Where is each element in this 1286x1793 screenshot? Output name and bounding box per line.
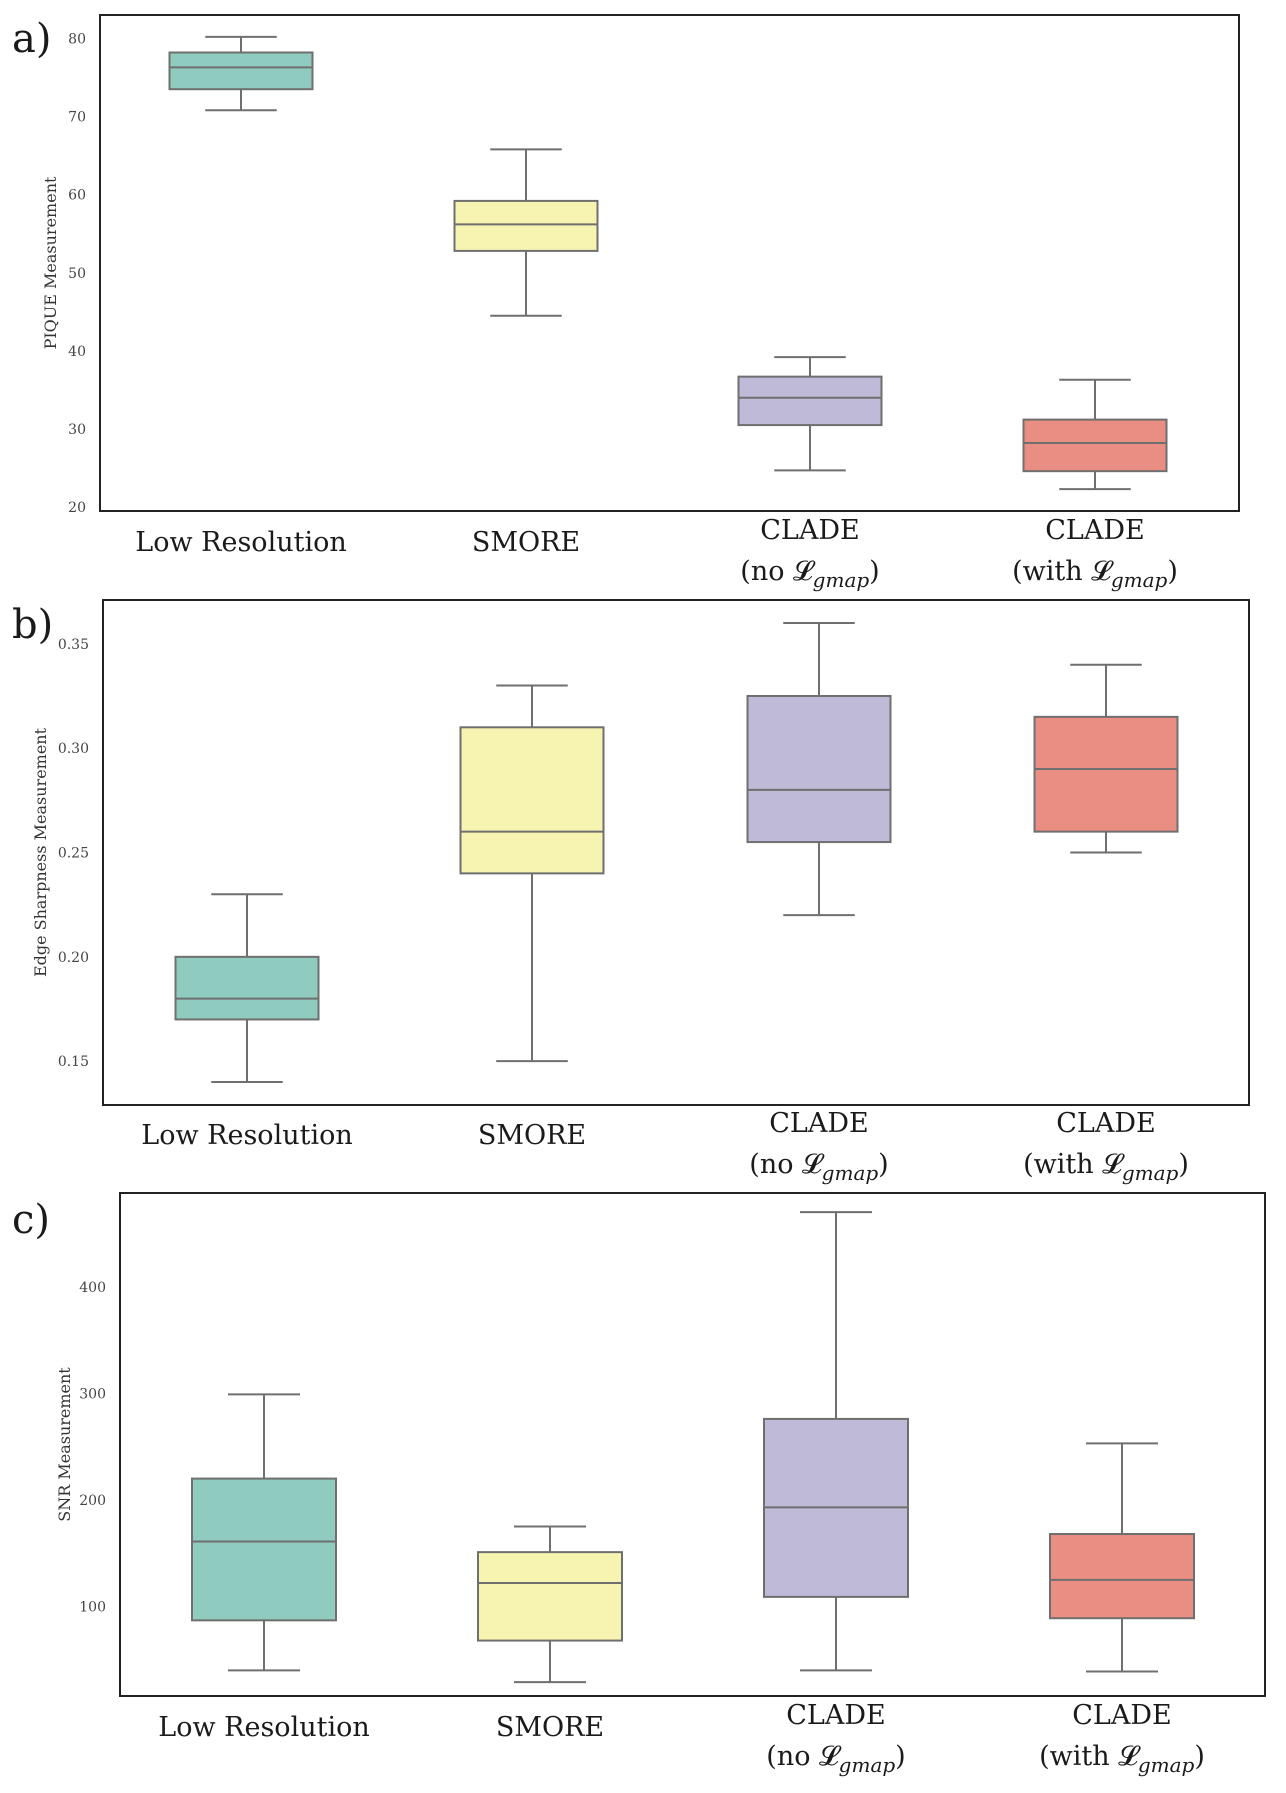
loss-prefix: (with 𝓛 <box>1012 556 1114 587</box>
x-tick-label: CLADE <box>1045 515 1144 546</box>
loss-subscript: gmap <box>822 1161 879 1185</box>
y-tick-label: 40 <box>68 344 86 360</box>
x-tick-label: SMORE <box>478 1120 586 1151</box>
x-tick-label: CLADE <box>1056 1108 1155 1139</box>
y-axis-label: PIQUE Measurement <box>41 176 60 349</box>
x-tick-label: Low Resolution <box>141 1120 352 1151</box>
iqr-box <box>174 955 320 1021</box>
close-paren: ) <box>1178 1149 1189 1180</box>
loss-prefix: (no 𝓛 <box>749 1149 825 1180</box>
box-smore <box>453 148 599 317</box>
y-tick-label: 0.30 <box>58 741 89 757</box>
x-tick-label: Low Resolution <box>158 1712 369 1743</box>
iqr-box <box>168 51 314 91</box>
box-low-resolution <box>174 893 320 1084</box>
box-clade-with <box>1022 378 1168 491</box>
x-tick-label-sub: (no 𝓛gmap) <box>740 556 879 592</box>
x-tick-label: CLADE <box>769 1108 868 1139</box>
iqr-box <box>453 199 599 252</box>
iqr-box <box>737 375 883 427</box>
box-clade-no <box>746 621 892 917</box>
box-low-resolution <box>191 1393 337 1672</box>
y-tick-label: 200 <box>79 1493 106 1509</box>
iqr-box <box>459 726 605 875</box>
x-tick-label: CLADE <box>760 515 859 546</box>
x-tick-label: CLADE <box>1072 1700 1171 1731</box>
iqr-box <box>746 694 892 844</box>
loss-prefix: (with 𝓛 <box>1023 1149 1125 1180</box>
close-paren: ) <box>1194 1741 1205 1772</box>
x-tick-label-sub: (with 𝓛gmap) <box>1039 1741 1205 1777</box>
box-smore <box>477 1525 623 1684</box>
iqr-box <box>1049 1533 1195 1620</box>
loss-prefix: (no 𝓛 <box>766 1741 842 1772</box>
iqr-box <box>1022 418 1168 473</box>
plot-frame <box>119 1192 1266 1697</box>
x-tick-label: Low Resolution <box>135 527 346 558</box>
y-tick-label: 70 <box>68 110 86 126</box>
iqr-box <box>477 1551 623 1642</box>
loss-prefix: (with 𝓛 <box>1039 1741 1141 1772</box>
y-tick-label: 100 <box>79 1599 106 1615</box>
plot-frame <box>102 599 1250 1106</box>
panel-letter: a) <box>12 16 51 62</box>
box-clade-with <box>1033 663 1179 854</box>
x-tick-label: SMORE <box>496 1712 604 1743</box>
iqr-box <box>1033 715 1179 833</box>
y-tick-label: 0.35 <box>58 637 89 653</box>
box-smore <box>459 684 605 1063</box>
x-tick-label-sub: (with 𝓛gmap) <box>1012 556 1178 592</box>
y-tick-label: 300 <box>79 1386 106 1402</box>
panel-letter: c) <box>12 1197 50 1243</box>
plot-frame <box>99 14 1240 512</box>
y-tick-label: 0.25 <box>58 846 89 862</box>
chart-panel-3: c) SNR Measurement 100 200 300 400 Low Resolut… <box>12 1192 1266 1777</box>
box-clade-no <box>737 356 883 472</box>
box-low-resolution <box>168 35 314 112</box>
y-tick-label: 400 <box>79 1280 106 1296</box>
loss-subscript: gmap <box>839 1753 896 1777</box>
y-tick-label: 80 <box>68 31 86 47</box>
panel-letter: b) <box>12 602 53 648</box>
close-paren: ) <box>878 1149 889 1180</box>
close-paren: ) <box>895 1741 906 1772</box>
y-tick-label: 0.15 <box>58 1054 89 1070</box>
y-tick-label: 30 <box>68 422 86 438</box>
box-clade-with <box>1049 1442 1195 1673</box>
x-tick-label: CLADE <box>786 1700 885 1731</box>
loss-subscript: gmap <box>1111 568 1168 592</box>
x-tick-label-sub: (no 𝓛gmap) <box>749 1149 888 1185</box>
chart-panel-1: a) PIQUE Measurement 20 30 40 50 60 70 80 Low Res… <box>12 14 1240 592</box>
x-tick-label: SMORE <box>472 527 580 558</box>
x-tick-label-sub: (no 𝓛gmap) <box>766 1741 905 1777</box>
chart-panel-2: b) Edge Sharpness Measurement 0.15 0.20 0.25… <box>12 599 1250 1185</box>
box-clade-no <box>763 1211 909 1672</box>
iqr-box <box>191 1477 337 1622</box>
y-tick-label: 50 <box>68 266 86 282</box>
y-axis-label: Edge Sharpness Measurement <box>31 727 50 977</box>
y-tick-label: 0.20 <box>58 950 89 966</box>
y-tick-label: 60 <box>68 188 86 204</box>
loss-prefix: (no 𝓛 <box>740 556 816 587</box>
loss-subscript: gmap <box>813 568 870 592</box>
close-paren: ) <box>1167 556 1178 587</box>
loss-subscript: gmap <box>1138 1753 1195 1777</box>
y-tick-label: 20 <box>68 500 86 516</box>
close-paren: ) <box>869 556 880 587</box>
x-tick-label-sub: (with 𝓛gmap) <box>1023 1149 1189 1185</box>
loss-subscript: gmap <box>1122 1161 1179 1185</box>
y-axis-label: SNR Measurement <box>55 1367 74 1522</box>
